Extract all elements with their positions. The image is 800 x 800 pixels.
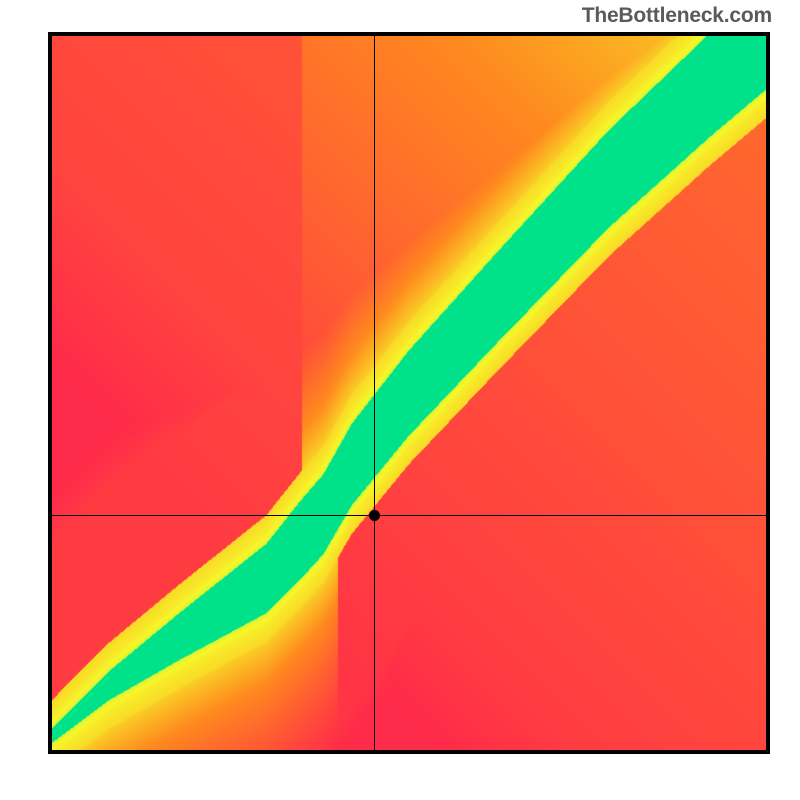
chart-container: TheBottleneck.com	[0, 0, 800, 800]
crosshair-vertical	[374, 36, 375, 750]
heatmap-canvas	[52, 36, 766, 750]
crosshair-horizontal	[52, 515, 766, 516]
watermark-label: TheBottleneck.com	[582, 4, 772, 28]
